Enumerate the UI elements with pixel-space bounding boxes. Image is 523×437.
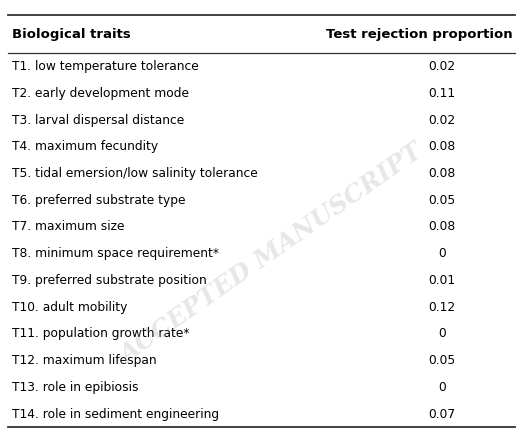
Text: 0.08: 0.08	[428, 140, 456, 153]
Text: ACCEPTED MANUSCRIPT: ACCEPTED MANUSCRIPT	[116, 139, 428, 368]
Text: 0.07: 0.07	[428, 408, 456, 420]
Text: T11. population growth rate*: T11. population growth rate*	[12, 327, 189, 340]
Text: T1. low temperature tolerance: T1. low temperature tolerance	[12, 60, 199, 73]
Text: T13. role in epibiosis: T13. role in epibiosis	[12, 381, 139, 394]
Text: T10. adult mobility: T10. adult mobility	[12, 301, 128, 314]
Text: 0.05: 0.05	[428, 194, 456, 207]
Text: T6. preferred substrate type: T6. preferred substrate type	[12, 194, 186, 207]
Text: 0.12: 0.12	[428, 301, 456, 314]
Text: 0: 0	[438, 247, 446, 260]
Text: T2. early development mode: T2. early development mode	[12, 87, 189, 100]
Text: Biological traits: Biological traits	[12, 28, 131, 41]
Text: T7. maximum size: T7. maximum size	[12, 221, 124, 233]
Text: 0.11: 0.11	[428, 87, 456, 100]
Text: Test rejection proportion: Test rejection proportion	[326, 28, 513, 41]
Text: T12. maximum lifespan: T12. maximum lifespan	[12, 354, 157, 367]
Text: T14. role in sediment engineering: T14. role in sediment engineering	[12, 408, 219, 420]
Text: 0: 0	[438, 327, 446, 340]
Text: 0.05: 0.05	[428, 354, 456, 367]
Text: T9. preferred substrate position: T9. preferred substrate position	[12, 274, 207, 287]
Text: 0.02: 0.02	[428, 114, 456, 127]
Text: T5. tidal emersion/low salinity tolerance: T5. tidal emersion/low salinity toleranc…	[12, 167, 258, 180]
Text: T8. minimum space requirement*: T8. minimum space requirement*	[12, 247, 219, 260]
Text: 0.01: 0.01	[428, 274, 456, 287]
Text: 0.08: 0.08	[428, 221, 456, 233]
Text: 0: 0	[438, 381, 446, 394]
Text: 0.02: 0.02	[428, 60, 456, 73]
Text: T3. larval dispersal distance: T3. larval dispersal distance	[12, 114, 184, 127]
Text: 0.08: 0.08	[428, 167, 456, 180]
Text: T4. maximum fecundity: T4. maximum fecundity	[12, 140, 158, 153]
